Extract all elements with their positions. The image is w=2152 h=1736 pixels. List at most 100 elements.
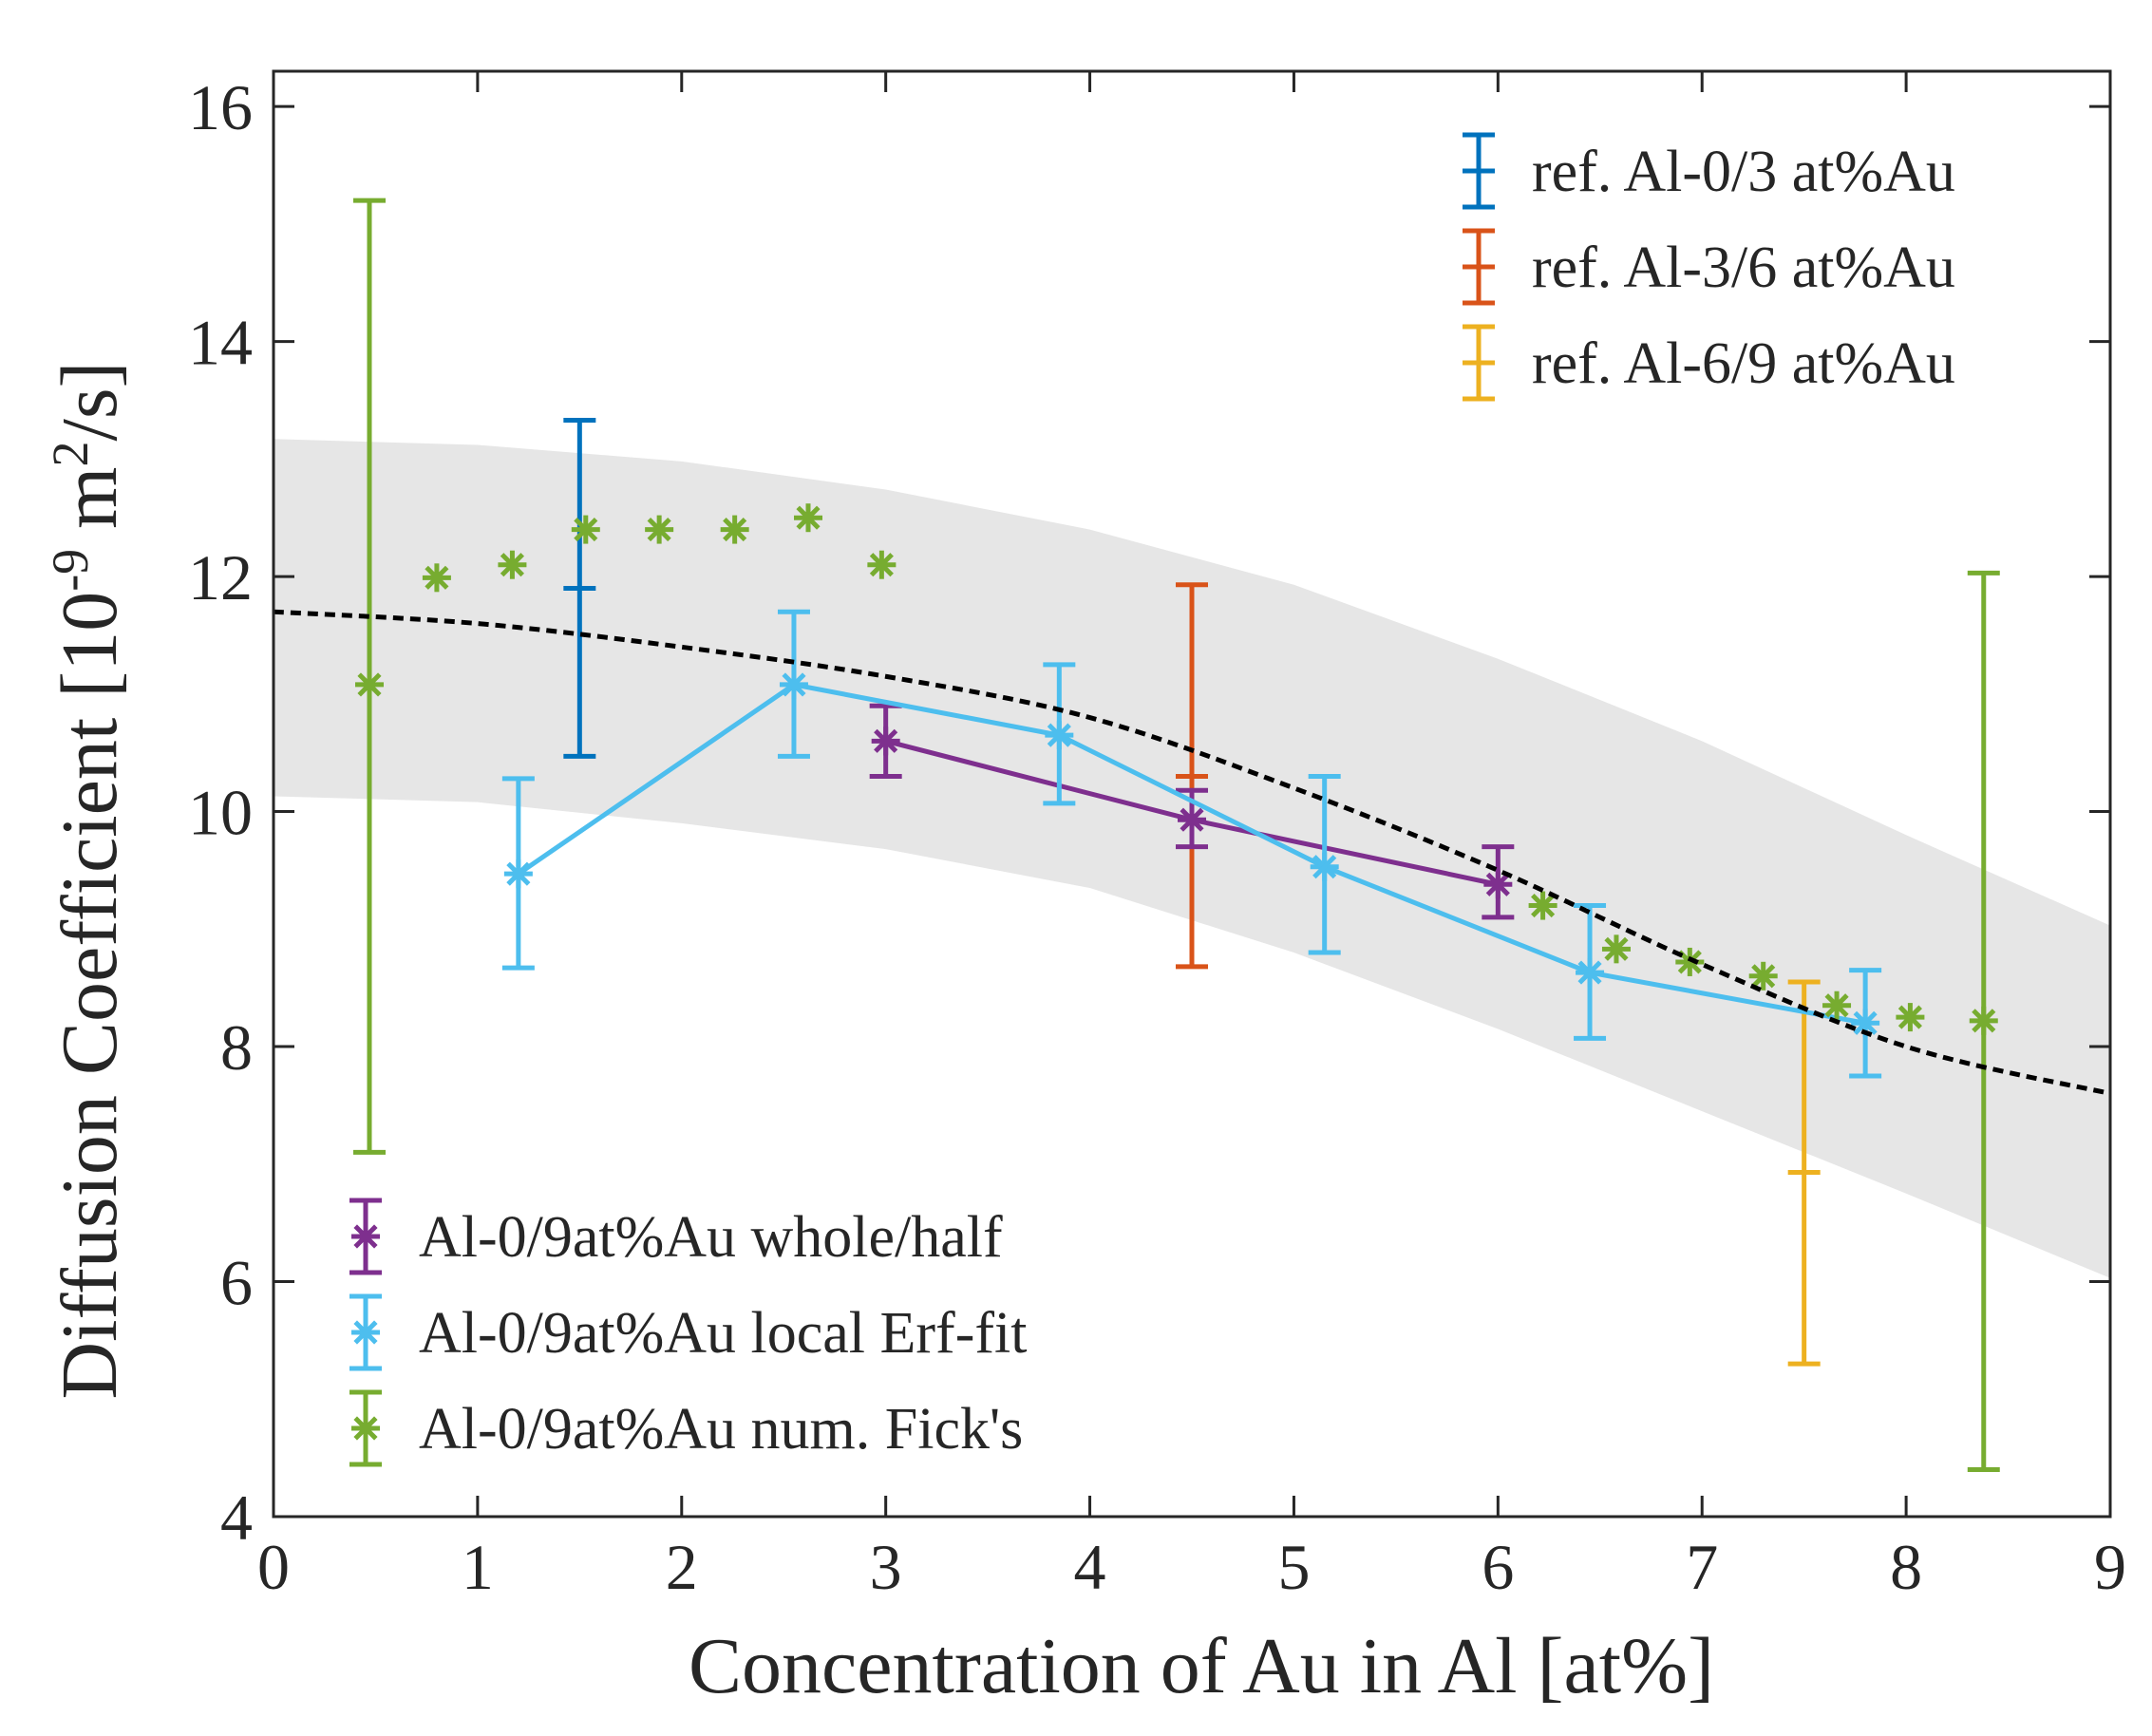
legend-upper-right-entry-0-label: ref. Al-0/3 at%Au bbox=[1532, 140, 1955, 204]
series-5-marker-10-d2 bbox=[1677, 950, 1702, 974]
series-4-marker-3 bbox=[1310, 852, 1339, 881]
series-5-marker-2-d2 bbox=[500, 553, 524, 577]
x-tick-label-0: 0 bbox=[257, 1531, 290, 1603]
series-4-marker-1-d2 bbox=[782, 672, 806, 697]
series-3-marker-2-d2 bbox=[1485, 872, 1510, 896]
series-5-marker-12-d2 bbox=[1824, 993, 1849, 1018]
x-tick-label-1: 1 bbox=[462, 1531, 494, 1603]
legend-lower-left-entry-2-marker-d2 bbox=[353, 1416, 378, 1441]
series-0 bbox=[563, 418, 596, 759]
y-tick-label-2: 8 bbox=[220, 1011, 253, 1084]
series-4-line bbox=[517, 682, 1866, 1026]
legend-lower-left-entry-2: Al-0/9at%Au num. Fick's bbox=[349, 1389, 1023, 1467]
series-3 bbox=[869, 703, 1515, 920]
series-5-marker-11-d2 bbox=[1751, 964, 1776, 989]
legend-upper-right-entry-1: ref. Al-3/6 at%Au bbox=[1463, 228, 1955, 306]
series-3-marker-0 bbox=[871, 726, 900, 756]
x-tick-label-6: 6 bbox=[1482, 1531, 1514, 1603]
y-tick-label-6: 16 bbox=[188, 71, 253, 143]
y-tick-label-4: 12 bbox=[188, 541, 253, 613]
series-4-marker-5-d2 bbox=[1853, 1010, 1878, 1035]
legend-lower-left-entry-0-marker bbox=[351, 1222, 380, 1251]
series-5-marker-7-d2 bbox=[869, 553, 894, 577]
series-5-marker-6 bbox=[794, 503, 823, 533]
series-5-marker-4-d2 bbox=[647, 518, 671, 542]
series-5-marker-5-d2 bbox=[723, 518, 747, 542]
x-tick-label-3: 3 bbox=[870, 1531, 902, 1603]
series-5-marker-9-d2 bbox=[1604, 936, 1629, 961]
series-5-marker-7 bbox=[867, 550, 897, 579]
series-3-marker-0-d2 bbox=[874, 728, 898, 753]
series-4-marker-4-d2 bbox=[1577, 960, 1602, 985]
plot-layer bbox=[273, 198, 2111, 1473]
series-5-marker-10 bbox=[1675, 947, 1705, 976]
legend-lower-left-entry-1: Al-0/9at%Au local Erf-fit bbox=[349, 1293, 1027, 1371]
legend-lower-left-entry-1-marker-d2 bbox=[353, 1320, 378, 1345]
series-5 bbox=[352, 198, 2000, 1473]
series-5-marker-13 bbox=[1896, 1003, 1925, 1032]
legend-lower-left-entry-1-marker bbox=[351, 1318, 380, 1347]
series-5-marker-2 bbox=[498, 550, 527, 579]
series-5-marker-6-d2 bbox=[796, 505, 821, 530]
series-2 bbox=[1787, 979, 1821, 1367]
x-axis-title: Concentration of Au in Al [at%] bbox=[689, 1622, 1714, 1710]
series-5-marker-1-d2 bbox=[425, 565, 449, 590]
y-tick-label-5: 14 bbox=[188, 307, 253, 379]
series-3-marker-2 bbox=[1483, 870, 1513, 899]
x-tick-label-7: 7 bbox=[1686, 1531, 1718, 1603]
series-4-marker-0-d2 bbox=[506, 861, 531, 886]
x-tick-label-2: 2 bbox=[666, 1531, 698, 1603]
x-tick-label-8: 8 bbox=[1890, 1531, 1922, 1603]
x-tick-label-5: 5 bbox=[1277, 1531, 1310, 1603]
series-5-marker-12 bbox=[1822, 991, 1852, 1020]
series-5-marker-14 bbox=[1969, 1006, 1998, 1035]
series-5-marker-14-d2 bbox=[1972, 1009, 1996, 1033]
legend-lower-left-entry-0: Al-0/9at%Au whole/half bbox=[349, 1198, 1003, 1275]
y-axis-title-end: /s] bbox=[46, 361, 134, 441]
legend-lower-left-entry-1-label: Al-0/9at%Au local Erf-fit bbox=[419, 1301, 1027, 1366]
series-4-marker-4 bbox=[1576, 958, 1605, 988]
y-axis-title-unit: m bbox=[46, 466, 134, 548]
legend-upper-right-entry-2-label: ref. Al-6/9 at%Au bbox=[1532, 331, 1955, 396]
series-4 bbox=[501, 609, 1882, 1079]
legend-upper-right-entry-0: ref. Al-0/3 at%Au bbox=[1463, 132, 1955, 210]
series-4-marker-0 bbox=[503, 859, 533, 889]
series-5-marker-3 bbox=[571, 515, 600, 544]
y-axis-title-square: 2 bbox=[42, 441, 99, 466]
series-5-marker-1 bbox=[422, 563, 451, 593]
series-5-marker-0 bbox=[354, 670, 384, 699]
series-5-marker-8-d2 bbox=[1531, 893, 1556, 918]
series-3-marker-1 bbox=[1178, 805, 1206, 835]
x-tick-label-4: 4 bbox=[1074, 1531, 1106, 1603]
series-5-marker-11 bbox=[1748, 961, 1778, 991]
series-5-marker-0-d2 bbox=[357, 672, 382, 697]
legend-upper-right-entry-2: ref. Al-6/9 at%Au bbox=[1463, 324, 1955, 402]
series-4-marker-3-d2 bbox=[1312, 855, 1337, 879]
series-5-marker-4 bbox=[645, 515, 674, 544]
series-5-marker-3-d2 bbox=[574, 518, 598, 542]
y-tick-label-0: 4 bbox=[220, 1481, 253, 1554]
series-4-marker-1 bbox=[779, 670, 808, 699]
series-3-marker-1-d2 bbox=[1180, 807, 1204, 832]
y-axis-title-exponent: -9 bbox=[42, 549, 99, 592]
legend-lower-left-entry-0-label: Al-0/9at%Au whole/half bbox=[419, 1205, 1003, 1270]
legend-upper-right-entry-1-label: ref. Al-3/6 at%Au bbox=[1532, 236, 1955, 300]
legend-layer: ref. Al-0/3 at%Au ref. Al-3/6 at%Au ref. A… bbox=[349, 132, 1955, 1467]
x-tick-label-9: 9 bbox=[2094, 1531, 2126, 1603]
fit-curve bbox=[273, 609, 2111, 1096]
series-5-marker-9 bbox=[1601, 934, 1631, 964]
series-4-marker-2-d2 bbox=[1047, 723, 1071, 747]
legend-lower-left-entry-2-marker bbox=[351, 1414, 380, 1443]
series-4-marker-5 bbox=[1851, 1009, 1880, 1038]
legend-lower-left-entry-2-label: Al-0/9at%Au num. Fick's bbox=[419, 1397, 1023, 1462]
legend-lower-left-entry-0-marker-d2 bbox=[353, 1224, 378, 1249]
series-5-marker-8 bbox=[1528, 891, 1557, 920]
y-axis-title: Diffusion Coefficient [10-9 m2/s] bbox=[42, 361, 134, 1399]
series-5-marker-5 bbox=[720, 515, 749, 544]
y-axis-title-main: Diffusion Coefficient [10 bbox=[46, 592, 134, 1400]
series-5-marker-13-d2 bbox=[1897, 1005, 1922, 1029]
series-1 bbox=[1176, 582, 1208, 970]
series-4-marker-2 bbox=[1045, 721, 1074, 750]
